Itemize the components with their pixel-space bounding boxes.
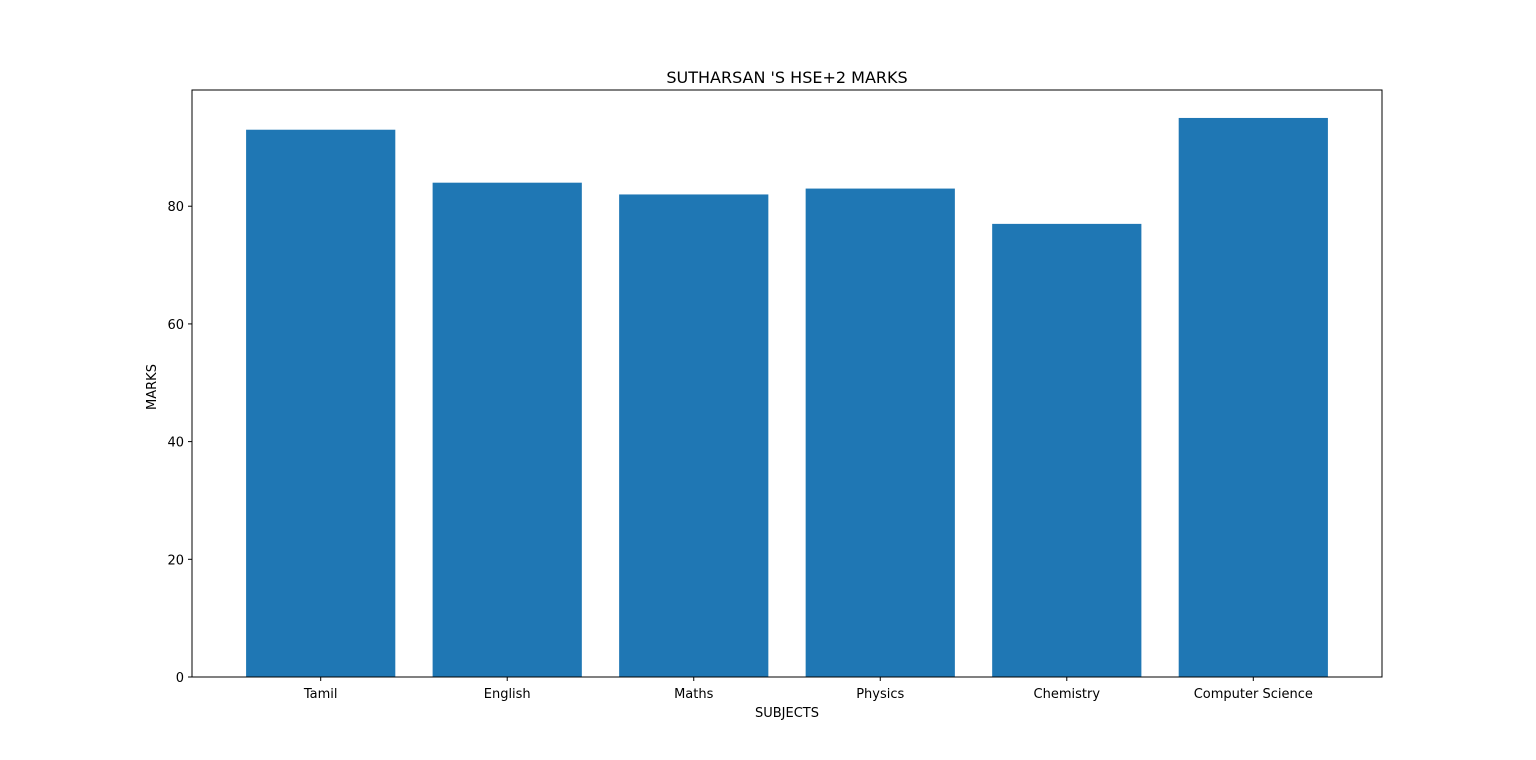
x-axis-label: SUBJECTS — [755, 706, 819, 721]
x-tick-label: Maths — [674, 687, 714, 702]
x-tick-label: Tamil — [303, 687, 338, 702]
chart-title: SUTHARSAN 'S HSE+2 MARKS — [666, 68, 907, 87]
bar-chemistry — [992, 223, 1142, 677]
x-tick-label: Chemistry — [1034, 687, 1101, 702]
bar-english — [432, 182, 582, 677]
bars-layer — [246, 117, 1328, 678]
y-axis-ticks: 0 20 40 60 80 — [167, 200, 192, 686]
y-tick-label: 40 — [167, 436, 184, 451]
y-tick-label: 60 — [167, 318, 184, 333]
bar-computer-science — [1178, 117, 1328, 677]
x-axis-ticks: Tamil English Maths Physics Chemistry Compute… — [303, 677, 1313, 702]
y-tick-label: 80 — [167, 200, 184, 215]
x-tick-label: Computer Science — [1194, 687, 1313, 702]
y-axis-label: MARKS — [145, 364, 160, 410]
x-tick-label: English — [484, 687, 531, 702]
x-tick-label: Physics — [856, 687, 904, 702]
bar-physics — [805, 188, 955, 678]
y-tick-label: 20 — [167, 553, 184, 568]
bar-maths — [619, 194, 769, 678]
y-tick-label: 0 — [176, 671, 184, 686]
bar-tamil — [246, 129, 396, 677]
axes-frame — [191, 89, 1383, 678]
